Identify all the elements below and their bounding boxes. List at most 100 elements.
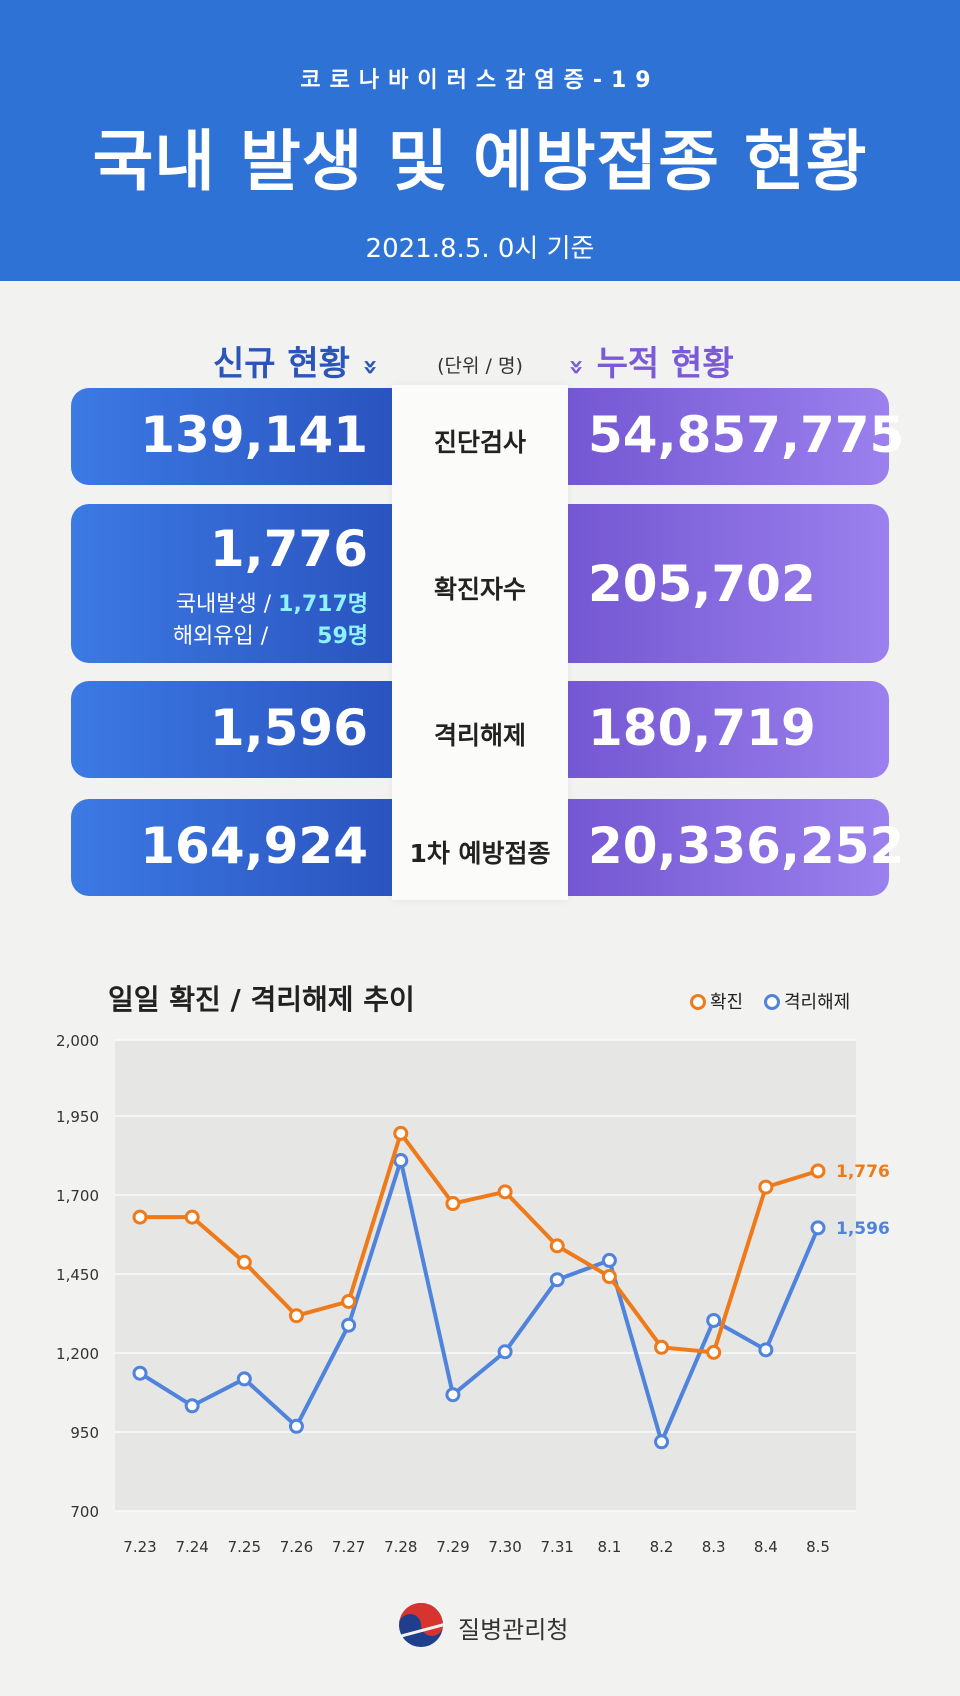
cumulative-tests-value: 54,857,775 — [588, 406, 905, 464]
cumulative-released-value: 180,719 — [588, 699, 816, 757]
new-vaccination-value: 164,924 — [140, 817, 368, 875]
released-end-label: 1,596 — [836, 1219, 890, 1239]
confirmed-point — [758, 1179, 774, 1195]
released-series-line — [138, 1158, 820, 1444]
y-tick-label: 2,000 — [56, 1032, 99, 1050]
confirmed-point — [654, 1339, 670, 1355]
confirmed-point — [549, 1238, 565, 1254]
page-title: 국내 발생 및 예방접종 현황 — [92, 123, 868, 200]
vaccination-label: 1차 예방접종 — [409, 839, 551, 868]
imported-label: 해외유입 / — [172, 624, 318, 649]
x-tick-label: 8.5 — [806, 1538, 830, 1556]
unit-label: (단위 / 명) — [437, 355, 523, 377]
y-tick-label: 950 — [70, 1424, 99, 1442]
released-point — [393, 1153, 409, 1169]
released-point — [236, 1371, 252, 1387]
x-tick-label: 7.31 — [541, 1538, 574, 1556]
confirmed-point — [184, 1209, 200, 1225]
confirmed-end-label: 1,776 — [836, 1162, 890, 1182]
chevron-down-icon: » — [561, 358, 592, 376]
released-point — [445, 1387, 461, 1403]
x-tick-label: 7.24 — [175, 1538, 208, 1556]
confirmed-point — [341, 1293, 357, 1309]
new-status-label: 신규 현황 — [213, 344, 350, 384]
x-tick-label: 7.27 — [332, 1538, 365, 1556]
confirmed-point — [445, 1196, 461, 1212]
legend-released-label: 격리해제 — [784, 992, 851, 1013]
released-point — [706, 1312, 722, 1328]
legend-confirmed: 확진 — [690, 988, 743, 1014]
org-name: 질병관리청 — [458, 1616, 569, 1644]
released-point — [810, 1220, 826, 1236]
new-tests-value: 139,141 — [140, 406, 368, 464]
new-released-value: 1,596 — [209, 699, 368, 757]
x-tick-label: 7.29 — [436, 1538, 469, 1556]
tests-label: 진단검사 — [433, 428, 526, 457]
confirmed-point — [810, 1163, 826, 1179]
new-confirmed-value: 1,776 — [209, 520, 368, 578]
released-point — [341, 1317, 357, 1333]
legend-released: 격리해제 — [764, 988, 850, 1014]
confirmed-series-line — [140, 1131, 819, 1355]
line-chart: 700 950 1,200 1,450 1,700 1,950 2,000 7.23 7.24 7… — [56, 1032, 890, 1556]
new-status-heading: 신규 현황 » — [213, 336, 385, 385]
confirmed-label: 확진자수 — [433, 575, 526, 604]
confirmed-point — [601, 1269, 617, 1285]
new-tests-card: 139,141 — [71, 388, 392, 485]
y-tick-label: 1,950 — [56, 1108, 99, 1126]
confirmed-point — [132, 1209, 148, 1225]
confirmed-point — [706, 1344, 722, 1360]
released-point — [758, 1342, 774, 1358]
y-tick-label: 1,700 — [56, 1187, 99, 1205]
reference-date: 2021.8.5. 0시 기준 — [365, 234, 595, 264]
cumulative-vaccination-card: 20,336,252 — [568, 799, 904, 896]
header-banner: 코로나바이러스감염증-19 국내 발생 및 예방접종 현황 2021.8.5. … — [0, 0, 960, 281]
released-point — [654, 1434, 670, 1450]
released-point — [549, 1272, 565, 1288]
domestic-line: 국내발생 / 1,717명 — [176, 586, 368, 618]
x-tick-label: 7.30 — [488, 1538, 521, 1556]
imported-line: 해외유입 / 59명 — [173, 618, 368, 650]
y-tick-label: 1,200 — [56, 1345, 99, 1363]
domestic-label: 국내발생 / — [175, 592, 279, 617]
released-point — [288, 1418, 304, 1434]
released-point — [497, 1344, 513, 1360]
plot-area — [115, 1040, 856, 1511]
new-released-card: 1,596 — [71, 681, 392, 778]
y-tick-label: 1,450 — [56, 1266, 99, 1284]
x-tick-label: 8.3 — [702, 1538, 726, 1556]
cumulative-confirmed-value: 205,702 — [588, 555, 816, 613]
x-tick-label: 7.26 — [280, 1538, 313, 1556]
confirmed-point — [236, 1254, 252, 1270]
released-point — [184, 1398, 200, 1414]
x-tick-label: 8.2 — [650, 1538, 674, 1556]
confirmed-point — [288, 1308, 304, 1324]
cumulative-status-label: 누적 현황 — [596, 344, 734, 384]
chevron-down-icon: » — [355, 358, 386, 376]
x-tick-label: 8.1 — [597, 1538, 621, 1556]
released-point — [601, 1252, 617, 1268]
cumulative-confirmed-card: 205,702 — [568, 504, 889, 663]
y-tick-label: 700 — [70, 1503, 99, 1521]
cumulative-tests-card: 54,857,775 — [568, 388, 904, 485]
legend-confirmed-marker — [690, 994, 706, 1010]
x-tick-label: 7.28 — [384, 1538, 417, 1556]
kdca-logo-icon — [399, 1603, 444, 1647]
cumulative-released-card: 180,719 — [568, 681, 889, 778]
header-subtitle: 코로나바이러스감염증-19 — [300, 68, 660, 93]
confirmed-point — [393, 1125, 409, 1141]
imported-value: 59명 — [317, 624, 368, 649]
center-label-column — [392, 385, 568, 900]
new-vaccination-card: 164,924 — [71, 799, 392, 896]
legend-released-marker — [764, 994, 780, 1010]
x-tick-label: 7.23 — [123, 1538, 156, 1556]
x-tick-label: 7.25 — [228, 1538, 261, 1556]
x-tick-label: 8.4 — [754, 1538, 778, 1556]
cumulative-status-heading: » 누적 현황 — [561, 336, 734, 385]
legend-confirmed-label: 확진 — [710, 992, 744, 1013]
released-point — [132, 1365, 148, 1381]
chart-title: 일일 확진 / 격리해제 추이 — [108, 983, 415, 1016]
domestic-value: 1,717명 — [278, 592, 368, 617]
cumulative-vaccination-value: 20,336,252 — [588, 817, 905, 875]
confirmed-point — [497, 1184, 513, 1200]
